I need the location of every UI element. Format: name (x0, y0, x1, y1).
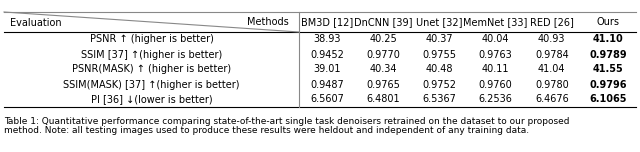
Text: 6.2536: 6.2536 (479, 95, 513, 105)
Text: SSIM(MASK) [37] ↑(higher is better): SSIM(MASK) [37] ↑(higher is better) (63, 79, 240, 90)
Text: SSIM [37] ↑(higher is better): SSIM [37] ↑(higher is better) (81, 50, 222, 59)
Text: 41.55: 41.55 (593, 64, 623, 74)
Text: Unet [32]: Unet [32] (416, 17, 463, 27)
Text: PSNR ↑ (higher is better): PSNR ↑ (higher is better) (90, 35, 213, 45)
Text: 40.37: 40.37 (426, 35, 453, 45)
Text: 40.04: 40.04 (482, 35, 509, 45)
Text: Table 1: Quantitative performance comparing state-of-the-art single task denoise: Table 1: Quantitative performance compar… (4, 117, 570, 126)
Text: 6.5607: 6.5607 (310, 95, 344, 105)
Text: 0.9487: 0.9487 (310, 79, 344, 90)
Text: Evaluation: Evaluation (10, 18, 61, 28)
Text: 0.9780: 0.9780 (535, 79, 568, 90)
Text: 0.9763: 0.9763 (479, 50, 513, 59)
Text: 0.9784: 0.9784 (535, 50, 568, 59)
Text: Ours: Ours (596, 17, 620, 27)
Text: 39.01: 39.01 (314, 64, 341, 74)
Text: 40.93: 40.93 (538, 35, 566, 45)
Text: DnCNN [39]: DnCNN [39] (354, 17, 413, 27)
Text: 0.9789: 0.9789 (589, 50, 627, 59)
Text: BM3D [12]: BM3D [12] (301, 17, 353, 27)
Text: 0.9452: 0.9452 (310, 50, 344, 59)
Text: 0.9752: 0.9752 (422, 79, 456, 90)
Text: 40.48: 40.48 (426, 64, 453, 74)
Text: 0.9796: 0.9796 (589, 79, 627, 90)
Text: RED [26]: RED [26] (530, 17, 573, 27)
Text: Methods: Methods (247, 17, 289, 27)
Text: MemNet [33]: MemNet [33] (463, 17, 528, 27)
Text: 6.4801: 6.4801 (367, 95, 400, 105)
Text: 0.9770: 0.9770 (366, 50, 400, 59)
Text: 40.11: 40.11 (482, 64, 509, 74)
Text: 0.9760: 0.9760 (479, 79, 513, 90)
Text: 38.93: 38.93 (314, 35, 341, 45)
Text: 40.34: 40.34 (369, 64, 397, 74)
Text: 6.5367: 6.5367 (422, 95, 456, 105)
Text: 41.04: 41.04 (538, 64, 566, 74)
Text: 40.25: 40.25 (369, 35, 397, 45)
Text: 6.1065: 6.1065 (589, 95, 627, 105)
Text: 41.10: 41.10 (593, 35, 623, 45)
Text: 6.4676: 6.4676 (535, 95, 568, 105)
Text: PSNR(MASK) ↑ (higher is better): PSNR(MASK) ↑ (higher is better) (72, 64, 231, 74)
Text: 0.9755: 0.9755 (422, 50, 456, 59)
Text: PI [36] ↓(lower is better): PI [36] ↓(lower is better) (91, 95, 212, 105)
Text: method. Note: all testing images used to produce these results were heldout and : method. Note: all testing images used to… (4, 126, 529, 135)
Text: 0.9765: 0.9765 (366, 79, 400, 90)
